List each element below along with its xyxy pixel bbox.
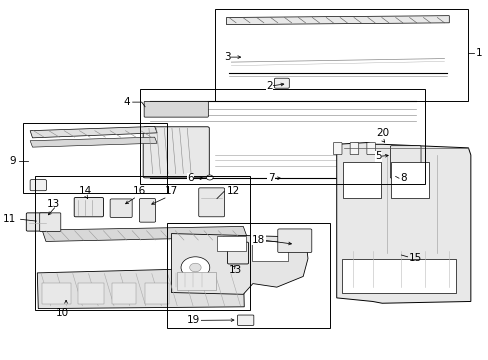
Text: 8: 8 (400, 173, 406, 183)
Bar (42, 283, 71, 304)
FancyBboxPatch shape (389, 146, 420, 178)
Bar (217, 237, 245, 251)
FancyBboxPatch shape (366, 143, 375, 155)
Text: 9: 9 (10, 156, 16, 166)
Bar (145, 283, 169, 304)
Polygon shape (171, 234, 307, 294)
Bar (341, 258, 455, 293)
Bar (342, 162, 381, 198)
Text: 3: 3 (224, 52, 230, 62)
Bar (251, 241, 287, 261)
FancyBboxPatch shape (74, 198, 103, 217)
Bar (78, 283, 104, 304)
Text: 13: 13 (228, 265, 242, 275)
FancyBboxPatch shape (144, 102, 208, 117)
Text: 11: 11 (3, 214, 16, 224)
FancyBboxPatch shape (30, 180, 46, 191)
Circle shape (189, 263, 201, 272)
Text: 2: 2 (266, 81, 272, 91)
Text: 18: 18 (251, 235, 264, 245)
Text: 19: 19 (186, 315, 200, 325)
FancyBboxPatch shape (198, 188, 224, 217)
Polygon shape (37, 267, 244, 309)
Text: 7: 7 (267, 173, 274, 183)
Text: 6: 6 (187, 173, 194, 183)
FancyBboxPatch shape (349, 143, 358, 155)
FancyBboxPatch shape (237, 315, 253, 325)
Bar (35, 176, 250, 310)
Circle shape (181, 257, 209, 278)
Bar (111, 283, 135, 304)
Text: 1: 1 (475, 48, 481, 58)
Circle shape (206, 175, 213, 180)
Polygon shape (336, 143, 470, 303)
FancyBboxPatch shape (139, 199, 155, 222)
Bar (140, 89, 425, 184)
Text: 17: 17 (164, 186, 178, 196)
Text: 15: 15 (408, 252, 421, 262)
FancyBboxPatch shape (40, 213, 61, 231)
Text: 12: 12 (226, 186, 240, 197)
Bar (166, 223, 329, 328)
Bar (390, 162, 428, 198)
FancyBboxPatch shape (26, 213, 48, 231)
Polygon shape (30, 126, 157, 138)
FancyBboxPatch shape (274, 78, 289, 88)
Polygon shape (30, 137, 157, 147)
Text: 5: 5 (374, 152, 381, 161)
Bar (214, 9, 468, 102)
FancyBboxPatch shape (143, 127, 209, 178)
Text: 16: 16 (133, 186, 146, 196)
Text: 13: 13 (47, 199, 60, 209)
Text: 20: 20 (376, 128, 389, 138)
Text: 14: 14 (79, 186, 92, 196)
FancyBboxPatch shape (277, 229, 311, 252)
Text: 10: 10 (56, 307, 69, 318)
Polygon shape (226, 16, 448, 24)
Text: 4: 4 (123, 97, 129, 107)
FancyBboxPatch shape (110, 199, 132, 217)
FancyBboxPatch shape (333, 143, 341, 155)
FancyBboxPatch shape (227, 242, 248, 264)
Bar (177, 272, 215, 290)
Bar (23, 123, 166, 193)
Polygon shape (42, 226, 246, 242)
